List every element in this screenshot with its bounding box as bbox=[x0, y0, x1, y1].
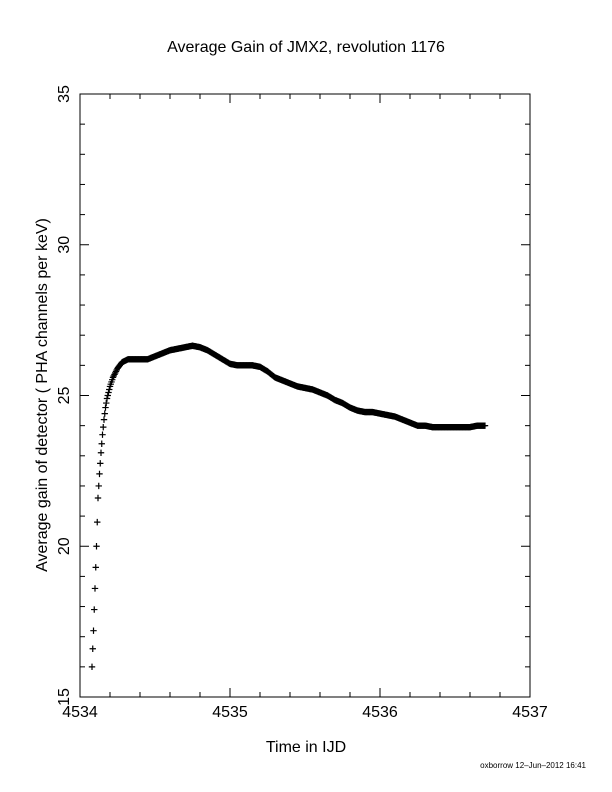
y-tick-label: 25 bbox=[56, 387, 73, 405]
x-tick-label: 4534 bbox=[62, 704, 98, 721]
data-point bbox=[100, 423, 107, 431]
data-point bbox=[94, 518, 101, 526]
y-axis-label: Average gain of detector ( PHA channels … bbox=[34, 218, 51, 572]
data-point bbox=[103, 399, 110, 407]
data-point bbox=[93, 543, 100, 550]
data-point bbox=[103, 395, 111, 402]
y-tick-label: 35 bbox=[56, 85, 73, 103]
data-point bbox=[91, 585, 99, 592]
data-point bbox=[104, 392, 111, 399]
data-point bbox=[96, 470, 103, 478]
x-tick-label: 4536 bbox=[362, 704, 398, 721]
chart-title: Average Gain of JMX2, revolution 1176 bbox=[167, 39, 445, 56]
x-axis-label: Time in IJD bbox=[266, 739, 346, 756]
y-tick-label: 30 bbox=[56, 236, 73, 254]
data-point bbox=[99, 431, 106, 438]
data-point bbox=[109, 374, 117, 381]
data-point bbox=[89, 645, 96, 652]
axis-ticks bbox=[79, 93, 531, 698]
data-points bbox=[88, 342, 489, 671]
y-tick-label: 20 bbox=[56, 537, 73, 555]
data-point bbox=[110, 372, 117, 380]
data-point bbox=[100, 416, 108, 423]
data-point bbox=[94, 494, 102, 502]
y-tick-label: 15 bbox=[56, 688, 73, 706]
data-point bbox=[112, 369, 119, 377]
data-point bbox=[111, 371, 118, 378]
footer-note: oxborrow 12–Jun–2012 16:41 bbox=[480, 761, 586, 770]
data-point bbox=[101, 410, 108, 417]
data-point bbox=[88, 663, 96, 671]
data-point bbox=[97, 460, 104, 467]
data-point bbox=[91, 606, 98, 613]
data-point bbox=[106, 386, 113, 393]
data-point bbox=[95, 482, 102, 490]
data-point bbox=[102, 404, 109, 411]
x-tick-label: 4535 bbox=[212, 704, 248, 721]
y-tick-labels: 15 20 25 30 35 bbox=[56, 85, 73, 706]
plot-frame bbox=[79, 93, 531, 698]
x-tick-labels: 4534 4535 4536 4537 bbox=[62, 704, 548, 721]
data-point bbox=[481, 422, 489, 429]
data-point bbox=[90, 627, 97, 634]
data-point bbox=[112, 368, 120, 375]
x-tick-label: 4537 bbox=[512, 704, 548, 721]
data-point bbox=[97, 449, 105, 456]
data-point bbox=[92, 564, 99, 571]
data-point bbox=[105, 389, 112, 396]
data-point bbox=[98, 440, 105, 447]
